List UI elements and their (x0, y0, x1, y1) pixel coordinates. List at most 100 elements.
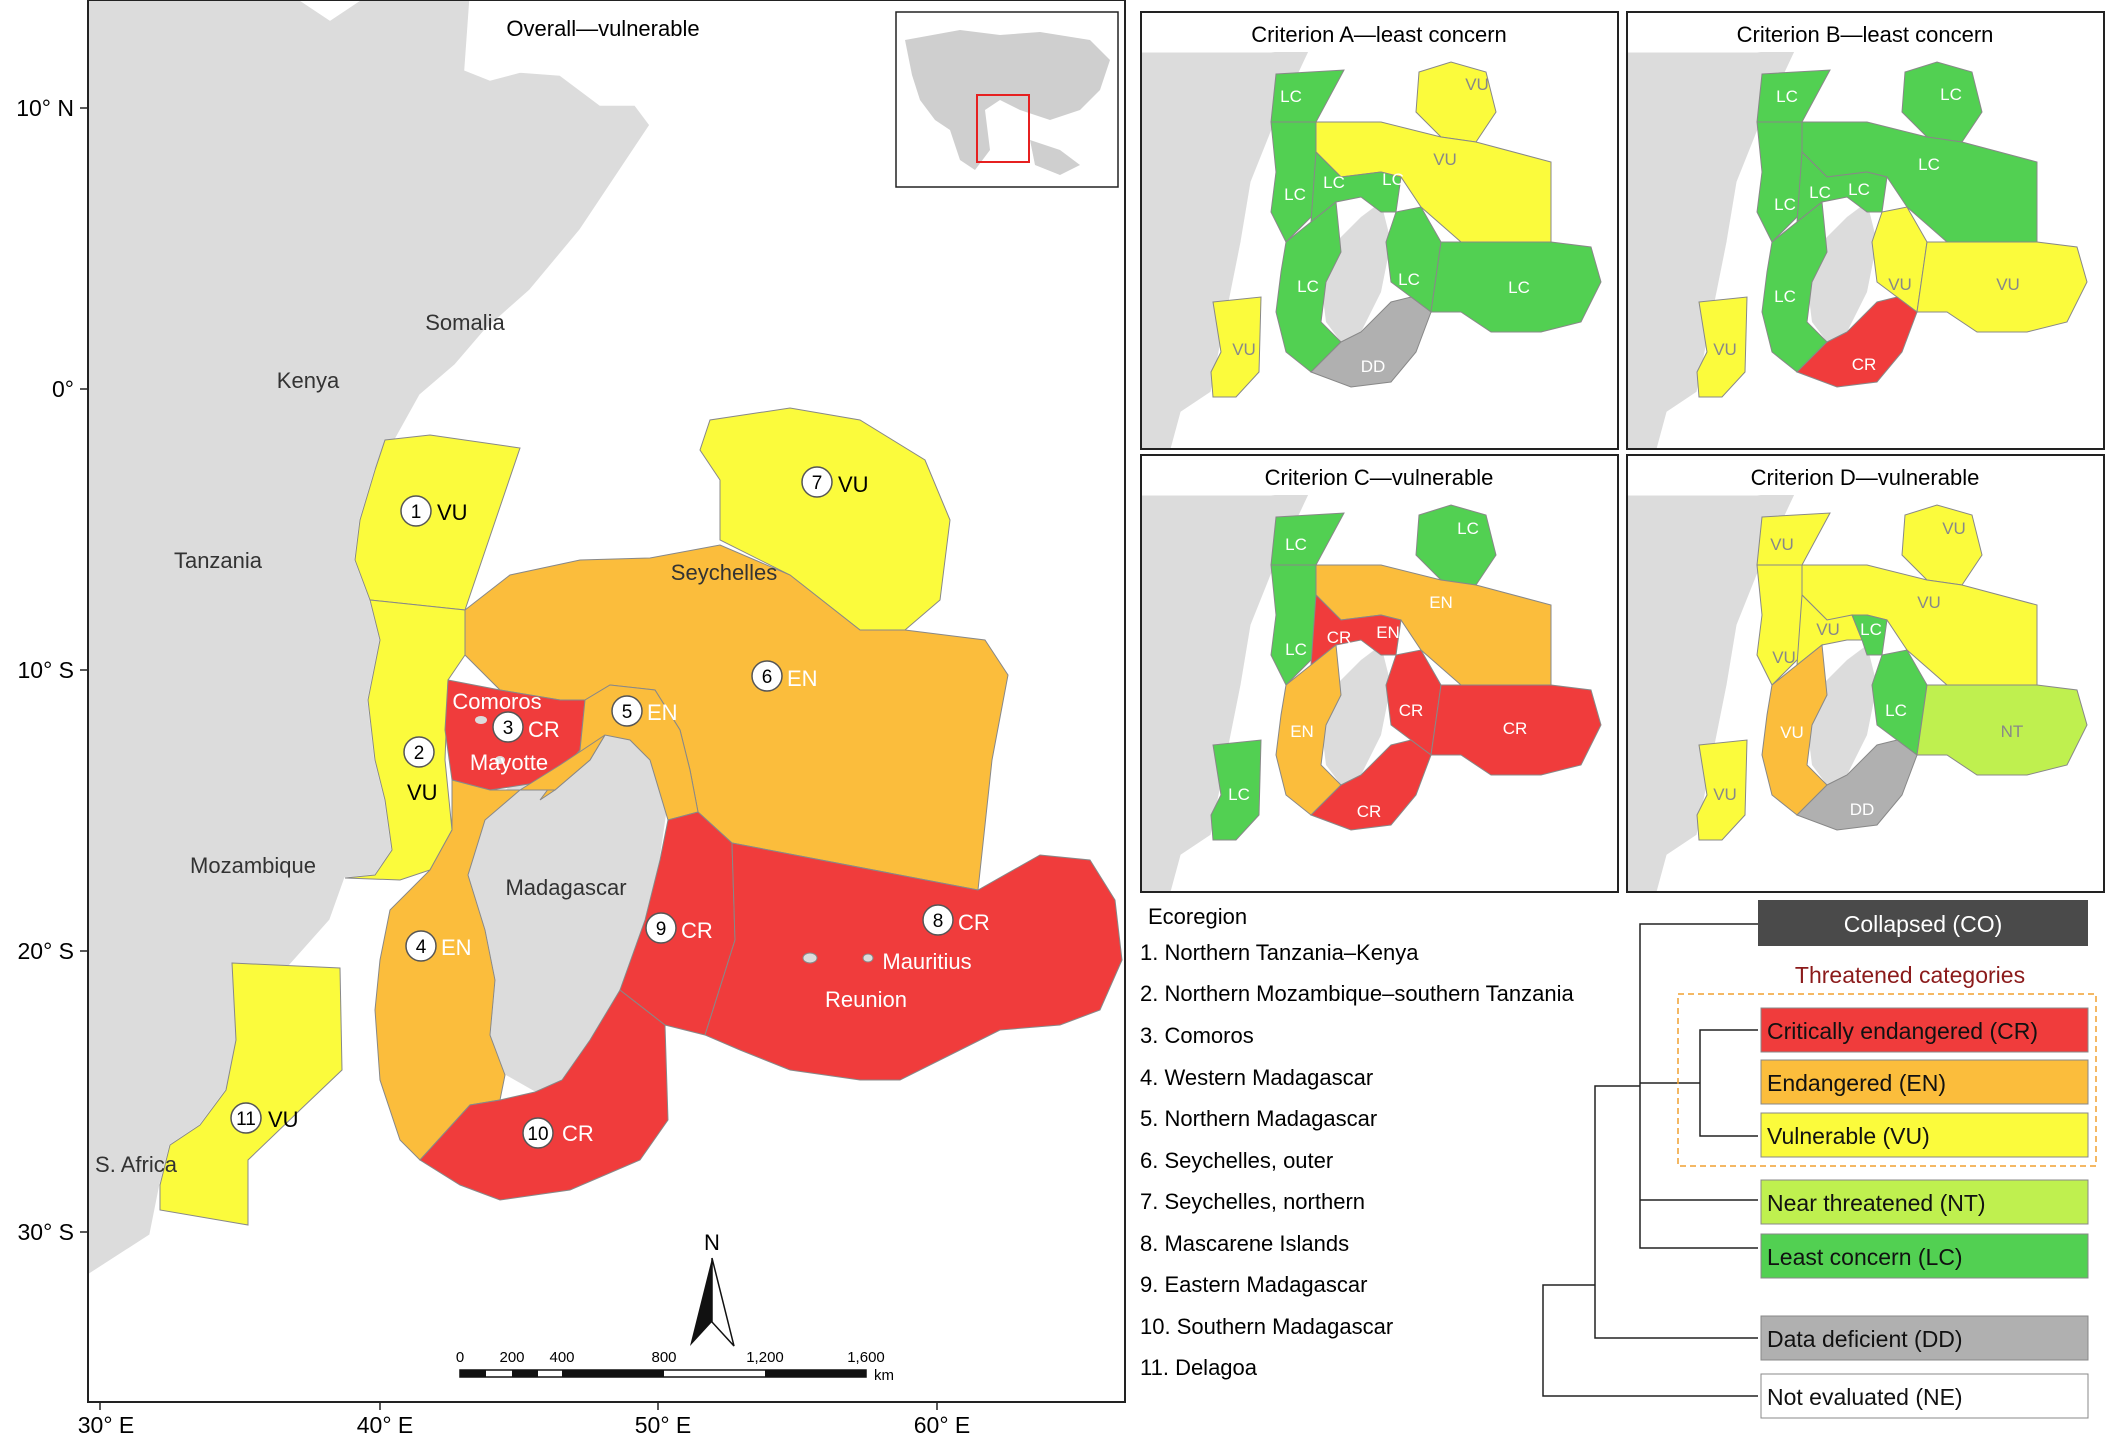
panel-label: LC (1382, 170, 1404, 189)
region-4 (374, 734, 606, 1161)
svg-text:N: N (704, 1230, 720, 1255)
legend-box-vu (1760, 1112, 2089, 1158)
ecoregion-item: 9. Eastern Madagascar (1140, 1272, 1367, 1297)
ecoregion-heading: Ecoregion (1148, 904, 1247, 929)
panel-label: CR (1357, 802, 1382, 821)
island-comoros (475, 716, 487, 724)
svg-text:VU: VU (838, 472, 869, 497)
svg-text:3: 3 (503, 718, 514, 739)
panel-label: VU (1917, 593, 1941, 612)
svg-text:0: 0 (456, 1349, 464, 1366)
legend-label-vu: Vulnerable (VU) (1767, 1123, 1930, 1149)
ecoregion-item: 2. Northern Mozambique–southern Tanzania (1140, 981, 1575, 1006)
label-madagascar: Madagascar (505, 875, 626, 900)
panel-label: LC (1457, 519, 1479, 538)
legend-label-ne: Not evaluated (NE) (1767, 1384, 1963, 1410)
panel-label: LC (1284, 185, 1306, 204)
main-map-title: Overall—vulnerable (506, 16, 699, 41)
legend-box-lc (1760, 1233, 2089, 1279)
panel-criterion-a: Criterion A—least concern LC LC LC LC LC… (1140, 11, 1619, 450)
svg-text:VU: VU (437, 500, 468, 525)
region-8 (704, 842, 1123, 1081)
ecoregion-item: 11. Delagoa (1140, 1355, 1258, 1380)
panel-label: VU (1433, 150, 1457, 169)
main-map-frame (87, 0, 1126, 1403)
panel-label: LC (1774, 195, 1796, 214)
svg-text:CR: CR (562, 1121, 594, 1146)
region-marker-3: 3 CR (492, 711, 560, 743)
ecoregion-item: 1. Northern Tanzania–Kenya (1140, 940, 1419, 965)
svg-text:400: 400 (549, 1349, 574, 1366)
svg-text:4: 4 (416, 937, 427, 958)
region-marker-2: 2 VU (403, 736, 438, 805)
panel-label: LC (1885, 701, 1907, 720)
ecoregion-item: 8. Mascarene Islands (1140, 1231, 1349, 1256)
panel-label: LC (1285, 535, 1307, 554)
label-south-africa: S. Africa (95, 1152, 178, 1177)
ecoregion-item: 10. Southern Madagascar (1140, 1314, 1393, 1339)
panel-label: LC (1809, 183, 1831, 202)
svg-text:1,600: 1,600 (847, 1349, 885, 1366)
panel-criterion-c: Criterion C—vulnerable LC LC CR EN EN EN… (1140, 454, 1619, 893)
svg-text:EN: EN (441, 935, 472, 960)
panel-label: LC (1940, 85, 1962, 104)
panel-criterion-b: Criterion B—least concern LC LC LC LC LC… (1626, 11, 2105, 450)
region-11 (159, 962, 343, 1226)
panel-criterion-d: Criterion D—vulnerable VU VU VU LC VU VU… (1626, 454, 2105, 893)
label-mauritius: Mauritius (882, 949, 971, 974)
label-mozambique: Mozambique (190, 853, 316, 878)
svg-text:5: 5 (622, 702, 633, 723)
panel-label: VU (1942, 519, 1966, 538)
axis-left-label: 10° N (16, 95, 74, 121)
legend-label-cr: Critically endangered (CR) (1767, 1018, 2038, 1044)
panel-title: Criterion A—least concern (1251, 22, 1507, 47)
region-marker-6: 6 EN (751, 660, 818, 692)
panel-label: LC (1228, 785, 1250, 804)
svg-text:8: 8 (933, 911, 944, 932)
svg-text:1: 1 (411, 502, 422, 523)
region-marker-1: 1 VU (400, 495, 468, 527)
island-reunion (802, 952, 818, 964)
panel-title: Criterion B—least concern (1737, 22, 1994, 47)
label-reunion: Reunion (825, 987, 907, 1012)
island-mauritius (862, 953, 874, 963)
panel-label: LC (1774, 287, 1796, 306)
panel-label: VU (1816, 620, 1840, 639)
svg-text:800: 800 (651, 1349, 676, 1366)
legend-box-ne (1760, 1373, 2089, 1419)
svg-text:EN: EN (647, 700, 678, 725)
region-marker-7: 7 VU (801, 466, 869, 498)
panel-title: Criterion D—vulnerable (1751, 465, 1980, 490)
svg-text:9: 9 (656, 919, 667, 940)
legend-label-en: Endangered (EN) (1767, 1070, 1946, 1096)
panel-label: EN (1376, 623, 1400, 642)
panel-label: CR (1852, 355, 1877, 374)
panel-label: LC (1323, 173, 1345, 192)
panel-label: LC (1860, 620, 1882, 639)
panel-label: VU (1780, 723, 1804, 742)
ecoregion-item: 6. Seychelles, outer (1140, 1148, 1333, 1173)
region-marker-8: 8 CR (922, 904, 990, 936)
svg-text:6: 6 (762, 667, 773, 688)
panel-label: DD (1361, 357, 1386, 376)
axis-bottom: 30° E 40° E 50° E 60° E (78, 1402, 970, 1438)
panel-label: CR (1327, 628, 1352, 647)
legend-box-dd (1760, 1315, 2089, 1361)
panel-label: EN (1429, 593, 1453, 612)
panel-label: LC (1398, 270, 1420, 289)
inset-world-map (895, 11, 1119, 188)
svg-text:EN: EN (787, 666, 818, 691)
legend-threatened-frame (1677, 993, 2097, 1167)
panel-label: LC (1776, 87, 1798, 106)
svg-text:CR: CR (958, 910, 990, 935)
legend-box-nt (1760, 1179, 2089, 1225)
region-marker-9: 9 CR (645, 912, 713, 944)
legend-tree-lines (1542, 923, 1758, 1397)
region-marker-11: 11 VU (230, 1102, 299, 1134)
axis-left-label: 20° S (17, 938, 74, 964)
svg-text:VU: VU (407, 780, 438, 805)
panel-label: CR (1399, 701, 1424, 720)
region-marker-5: 5 EN (611, 695, 678, 727)
